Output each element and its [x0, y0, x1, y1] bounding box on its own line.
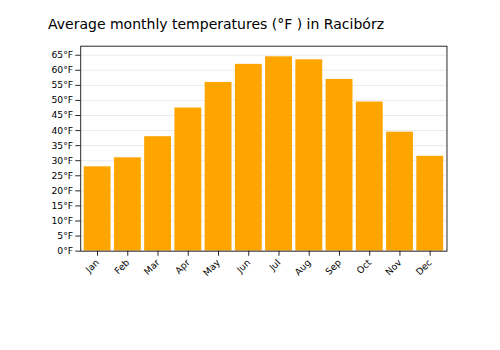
svg-text:55°F: 55°F: [51, 79, 73, 90]
svg-text:May: May: [201, 256, 223, 278]
svg-text:Feb: Feb: [112, 257, 131, 276]
svg-text:50°F: 50°F: [51, 94, 73, 105]
svg-text:5°F: 5°F: [57, 230, 73, 241]
svg-text:60°F: 60°F: [51, 64, 73, 75]
svg-text:Aug: Aug: [292, 257, 313, 278]
svg-text:Sep: Sep: [323, 257, 343, 277]
svg-text:Jun: Jun: [234, 257, 253, 276]
svg-text:35°F: 35°F: [51, 140, 73, 151]
svg-text:65°F: 65°F: [51, 49, 73, 60]
svg-text:10°F: 10°F: [51, 215, 73, 226]
svg-text:25°F: 25°F: [51, 170, 73, 181]
svg-text:45°F: 45°F: [51, 109, 73, 120]
svg-text:0°F: 0°F: [57, 245, 73, 256]
svg-text:15°F: 15°F: [51, 200, 73, 211]
svg-text:Mar: Mar: [141, 257, 161, 277]
svg-text:20°F: 20°F: [51, 185, 73, 196]
svg-text:Jul: Jul: [266, 257, 282, 273]
svg-text:40°F: 40°F: [51, 125, 73, 136]
svg-text:Nov: Nov: [383, 256, 404, 277]
html-text:Average monthly temperatures (: Average monthly temperatures (°F ) in Ra…: [48, 16, 384, 32]
svg-text:30°F: 30°F: [51, 155, 73, 166]
svg-text:Oct: Oct: [354, 257, 373, 276]
svg-text:Apr: Apr: [173, 257, 192, 276]
svg-text:Dec: Dec: [413, 257, 433, 277]
svg-text:Jan: Jan: [82, 257, 101, 276]
